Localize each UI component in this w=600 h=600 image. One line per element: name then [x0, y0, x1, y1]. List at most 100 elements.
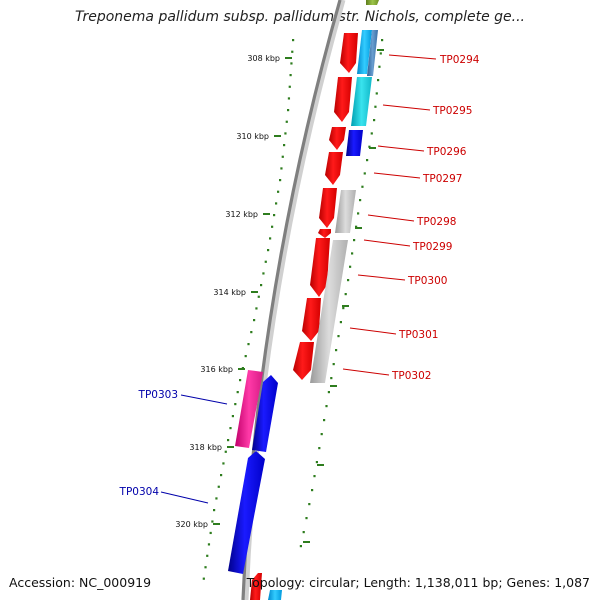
gene-leader-line: [349, 327, 397, 335]
gene-arrow[interactable]: [293, 342, 314, 380]
scale-dot: [315, 461, 318, 464]
feature-block[interactable]: [346, 130, 363, 156]
accession-text: Accession: NC_000919: [9, 575, 152, 590]
scale-dot: [253, 319, 256, 322]
gene-leader-line: [373, 172, 421, 179]
gene-arrow[interactable]: [228, 451, 265, 574]
feature-block[interactable]: [310, 240, 348, 383]
gene-leader-line: [363, 239, 411, 247]
gene-label-tp0295[interactable]: TP0295: [432, 105, 472, 117]
feature-block[interactable]: [335, 190, 356, 233]
feature-block[interactable]: [235, 370, 263, 448]
gene-label-tp0302[interactable]: TP0302: [391, 370, 431, 382]
gene-label-tp0301[interactable]: TP0301: [398, 329, 438, 341]
scale-dot: [332, 363, 335, 366]
scale-dot: [271, 225, 274, 228]
scale-ticks: 308 kbp 310 kbp 312 kbp 314 kbp 316 kbp 318 k…: [175, 49, 384, 543]
gene-arrow[interactable]: [252, 375, 278, 452]
gene-leader-line: [377, 145, 425, 152]
scale-dot: [381, 39, 384, 42]
scale-dot: [375, 92, 378, 95]
gene-leader-line: [357, 274, 406, 281]
gene-arrow[interactable]: [250, 573, 262, 600]
scale-dot: [231, 415, 234, 418]
scale-dot: [287, 97, 291, 100]
scale-dot: [368, 145, 371, 148]
scale-dot: [288, 85, 291, 88]
gene-label-tp0294[interactable]: TP0294: [439, 54, 480, 66]
scale-dot: [357, 212, 360, 215]
scale-dot: [264, 260, 267, 263]
scale-dot: [260, 284, 263, 287]
scale-dot: [277, 190, 280, 193]
feature-block[interactable]: [351, 77, 372, 126]
tick-label: 318 kbp: [189, 443, 222, 452]
scale-dot: [211, 520, 214, 523]
scale-dot: [280, 167, 283, 170]
scale-dot: [330, 377, 333, 380]
scale-dot: [313, 475, 316, 478]
scale-dot: [366, 159, 369, 162]
scale-dot: [361, 185, 364, 188]
gene-leader-line: [367, 214, 415, 222]
scale-dot: [299, 545, 302, 548]
gene-leader-line: [160, 491, 209, 504]
scale-dot: [377, 79, 380, 82]
scale-dot: [217, 485, 220, 488]
gene-arrow[interactable]: [340, 33, 358, 73]
scale-dot: [267, 249, 270, 252]
gene-arrow[interactable]: [302, 298, 321, 341]
scale-dot: [204, 566, 207, 569]
scale-dot: [207, 543, 211, 546]
scale-dot: [220, 474, 223, 477]
tick-label: 310 kbp: [236, 132, 269, 141]
scale-dot: [302, 531, 305, 534]
scale-dot: [342, 307, 345, 310]
scale-dot: [347, 279, 350, 282]
tick-label: 316 kbp: [200, 365, 233, 374]
feature-block[interactable]: [357, 30, 372, 74]
scale-dot: [292, 39, 295, 42]
scale-dot: [335, 349, 338, 352]
scale-dot: [363, 172, 366, 175]
scale-dot: [224, 450, 227, 453]
scale-dot: [273, 214, 276, 217]
scale-dot: [325, 405, 328, 408]
scale-dot: [269, 237, 272, 240]
gene-leader-line: [382, 104, 431, 111]
scale-dot: [255, 307, 258, 310]
scale-dot: [250, 331, 253, 334]
scale-dot: [244, 355, 247, 358]
scale-dot: [247, 343, 250, 346]
feature-block[interactable]: [366, 0, 379, 5]
scale-dot: [353, 239, 356, 242]
scale-dot: [379, 52, 382, 55]
scale-dot: [339, 321, 342, 324]
gene-label-tp0298[interactable]: TP0298: [416, 216, 456, 228]
gene-label-tp0304[interactable]: TP0304: [119, 486, 160, 498]
scale-dot: [290, 62, 293, 65]
gene-arrow[interactable]: [318, 229, 331, 238]
feature-block[interactable]: [367, 30, 378, 76]
scale-dot: [359, 199, 362, 202]
gene-label-tp0296[interactable]: TP0296: [426, 146, 467, 158]
scale-dot: [378, 65, 381, 68]
scale-dot: [349, 265, 352, 268]
secondary-features: [228, 0, 379, 600]
gene-arrow[interactable]: [325, 152, 343, 185]
feature-block[interactable]: [268, 590, 282, 600]
gene-label-tp0300[interactable]: TP0300: [407, 275, 447, 287]
gene-label-tp0297[interactable]: TP0297: [422, 173, 462, 185]
gene-arrow[interactable]: [310, 238, 330, 297]
gene-label-tp0303[interactable]: TP0303: [138, 389, 178, 401]
gene-leader-line: [342, 368, 390, 376]
forward-strand-features: [250, 33, 358, 600]
tick-label: 314 kbp: [213, 288, 246, 297]
gene-arrow[interactable]: [319, 188, 337, 228]
gene-arrow[interactable]: [334, 77, 352, 122]
scale-dot: [291, 50, 294, 53]
scale-dot: [234, 403, 237, 406]
gene-arrow[interactable]: [329, 127, 346, 150]
gene-label-tp0299[interactable]: TP0299: [412, 241, 452, 253]
